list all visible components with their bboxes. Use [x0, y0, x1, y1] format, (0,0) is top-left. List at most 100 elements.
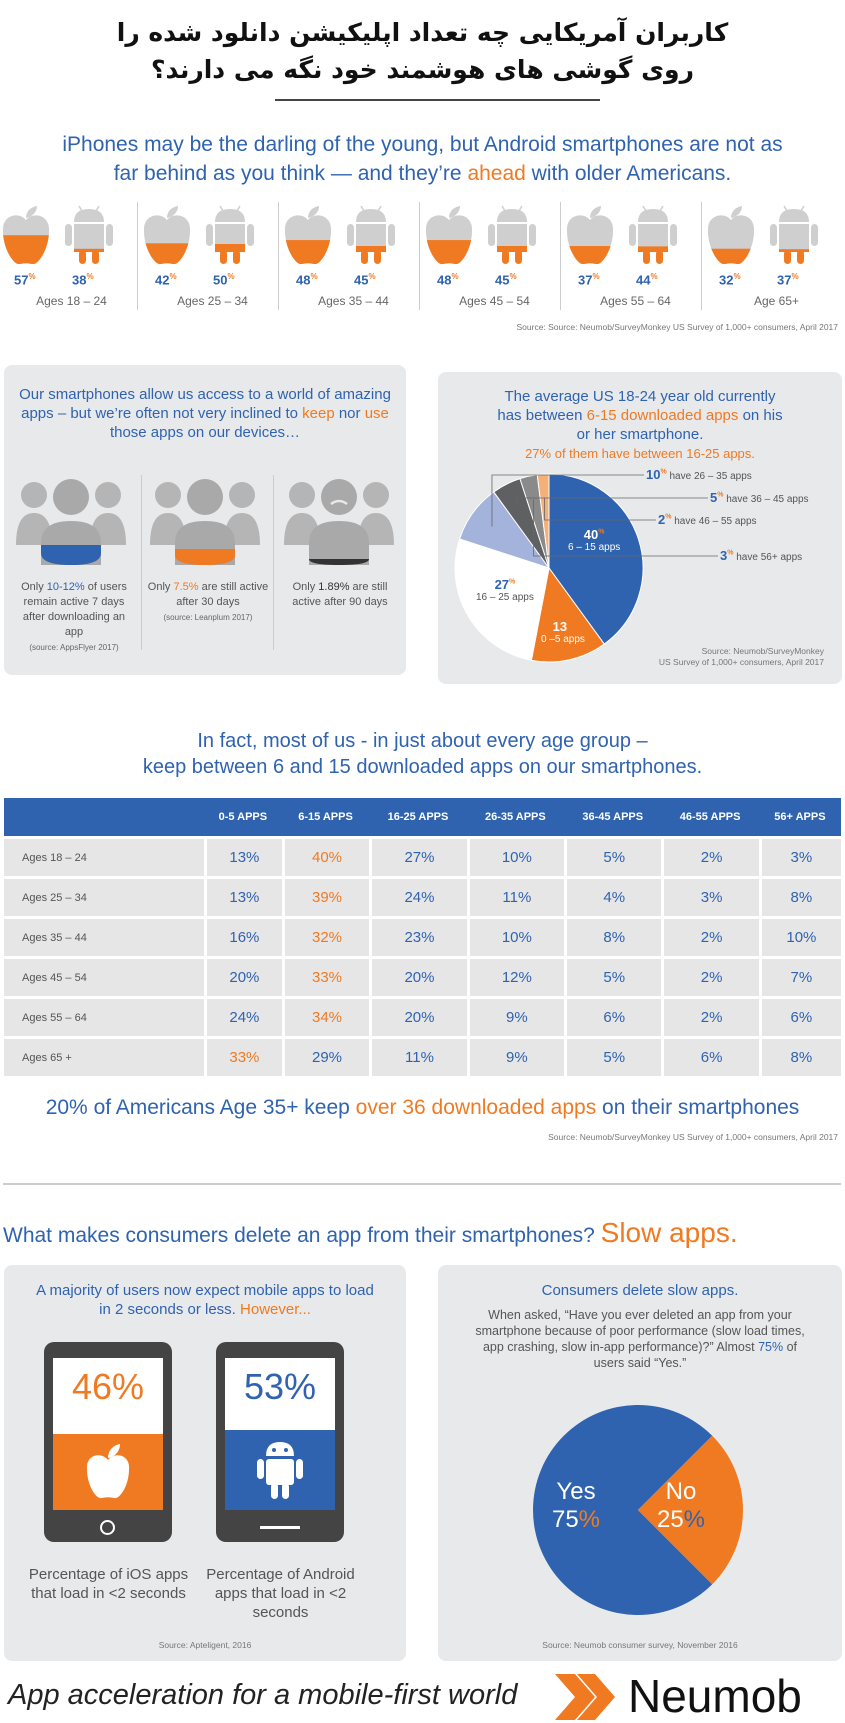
people-icon-orange: [150, 479, 260, 565]
retention-item-1-post: of users remain active 7 days after down…: [22, 581, 127, 638]
column-separator: [701, 202, 702, 310]
ios-percent: 46%: [71, 1366, 145, 1407]
table-row: Ages 35 – 44 16% 32% 23% 10% 8% 2% 10%: [4, 919, 841, 956]
load-time-panel: A majority of users now expect mobile ap…: [4, 1265, 406, 1661]
load-time-title: A majority of users now expect mobile ap…: [29, 1281, 381, 1319]
no-label-value: 25%: [656, 1506, 706, 1533]
platform-icons: [566, 205, 677, 264]
retention-item-2: Only 7.5% are still active after 30 days…: [147, 580, 269, 625]
column-separator: [278, 202, 279, 310]
no-label-text: No: [665, 1478, 697, 1505]
yes-label-text: Yes: [556, 1478, 596, 1505]
ios-screen: 46%: [53, 1358, 163, 1510]
retention-use: use: [364, 405, 389, 422]
retention-item-1-pre: Only: [21, 581, 47, 593]
table-cell: 5%: [564, 839, 662, 876]
android-icon: [488, 205, 536, 264]
retention-item-3-pre: Only: [292, 581, 319, 593]
table-row: Ages 55 – 64 24% 34% 20% 9% 6% 2% 6%: [4, 999, 841, 1036]
apps-by-age-table: 0-5 APPS 6-15 APPS 16-25 APPS 26-35 APPS 36-…: [4, 795, 841, 1079]
callout-line: [516, 497, 708, 506]
avg-line2: has between 6-15 downloaded apps on his: [438, 406, 842, 425]
intro-ahead: ahead: [467, 162, 526, 185]
android-icon: [206, 205, 254, 264]
table-cell: 32%: [281, 919, 370, 956]
android-icon: [770, 205, 818, 264]
delete-question: What makes consumers delete an app from …: [3, 1217, 738, 1249]
android-icon: [347, 205, 395, 264]
nav-bar-icon: [260, 1526, 300, 1529]
table-cell: 8%: [758, 1039, 841, 1076]
people-icon-sad: [284, 479, 394, 565]
table-cell: 12%: [466, 959, 565, 996]
table-cell: 5%: [564, 1039, 662, 1076]
apple-logo-icon: [86, 1444, 130, 1499]
apple-icon: [143, 206, 191, 264]
avg-source-1: Source: Neumob/SurveyMonkey: [701, 646, 824, 656]
android-share-label: 44%: [636, 272, 658, 288]
no-label: No 25%: [641, 1478, 721, 1534]
retention-item-2-post: are still active after 30 days: [176, 581, 269, 608]
iphone-share-label: 48%: [296, 272, 318, 288]
age-group-label: Ages 45 – 54: [459, 294, 530, 308]
table-cell: 10%: [758, 919, 841, 956]
footer-tagline: App acceleration for a mobile-first worl…: [8, 1679, 518, 1711]
neumob-chevron-logo-icon: [555, 1674, 615, 1720]
age-group-label: Ages 18 – 24: [36, 294, 107, 308]
table-cell: 13%: [204, 839, 282, 876]
age-group-column: 37% 44% Ages 55 – 64: [560, 200, 707, 310]
table-cell: 2%: [661, 999, 759, 1036]
table-cell: 9%: [466, 999, 565, 1036]
delete-body: When asked, “Have you ever deleted an ap…: [468, 1307, 812, 1371]
title-underline: [275, 99, 600, 101]
intro-text: iPhones may be the darling of the young,…: [0, 130, 845, 188]
android-phone: 53%: [216, 1342, 344, 1542]
iphone-share-label: 37%: [578, 272, 600, 288]
android-robot-icon: [257, 1442, 303, 1499]
table-cell: 7%: [758, 959, 841, 996]
table-cell: 40%: [281, 839, 370, 876]
android-share-label: 45%: [495, 272, 517, 288]
platform-icons: [2, 205, 113, 264]
android-share-label: 38%: [72, 272, 94, 288]
iphone-share-label: 57%: [14, 272, 36, 288]
android-caption: Percentage of Android apps that load in …: [206, 1566, 355, 1621]
table-cell: 23%: [369, 919, 467, 956]
pie-slice-label: 13% 0 –5 apps: [541, 619, 585, 645]
pie-callout-label: 5% have 36 – 45 apps: [710, 490, 809, 505]
delete-question-text: What makes consumers delete an app from …: [3, 1224, 595, 1247]
avg-line4: 27% of them have between 16-25 apps.: [525, 446, 755, 461]
row-label: Ages 55 – 64: [4, 999, 204, 1036]
table-header-cell: 26-35 APPS: [466, 798, 565, 836]
age-group-label: Age 65+: [753, 294, 800, 308]
load-title-a: A majority of users now expect mobile ap…: [36, 1282, 374, 1318]
table-cell: 5%: [564, 959, 662, 996]
age-group-column: 48% 45% Ages 35 – 44: [278, 200, 425, 310]
row-label: Ages 18 – 24: [4, 839, 204, 876]
apple-icon: [707, 206, 755, 264]
retention-item-3-value: 1.89%: [318, 581, 350, 593]
iphone-share-label: 42%: [155, 272, 177, 288]
age-group-column: 32% 37% Age 65+: [701, 200, 845, 310]
table-cell: 20%: [369, 959, 467, 996]
retention-nor: nor: [334, 405, 365, 422]
pie-slice: [548, 473, 644, 645]
pie-slice-label: 27% 16 – 25 apps: [476, 577, 534, 603]
delete-panel: Consumers delete slow apps. When asked, …: [438, 1265, 842, 1661]
retention-panel: Our smartphones allow us access to a wor…: [4, 365, 406, 675]
avg-line2-c: on his: [738, 407, 783, 424]
retention-item-2-value: 7.5%: [173, 581, 199, 593]
table-intro-line1: In fact, most of us - in just about ever…: [197, 730, 648, 752]
table-cell: 39%: [281, 879, 370, 916]
platform-icons: [284, 205, 395, 264]
avg-source: Source: Neumob/SurveyMonkey US Survey of …: [659, 646, 824, 668]
row-label: Ages 45 – 54: [4, 959, 204, 996]
avg-source-2: US Survey of 1,000+ consumers, April 201…: [658, 657, 824, 667]
divider: [141, 475, 142, 650]
android-share-label: 50%: [213, 272, 235, 288]
intro-line1: iPhones may be the darling of the young,…: [62, 133, 783, 156]
table-row: Ages 25 – 34 13% 39% 24% 11% 4% 3% 8%: [4, 879, 841, 916]
retention-keep: keep: [302, 405, 335, 422]
retention-item-3-post: are still active after 90 days: [292, 581, 388, 608]
column-separator: [560, 202, 561, 310]
